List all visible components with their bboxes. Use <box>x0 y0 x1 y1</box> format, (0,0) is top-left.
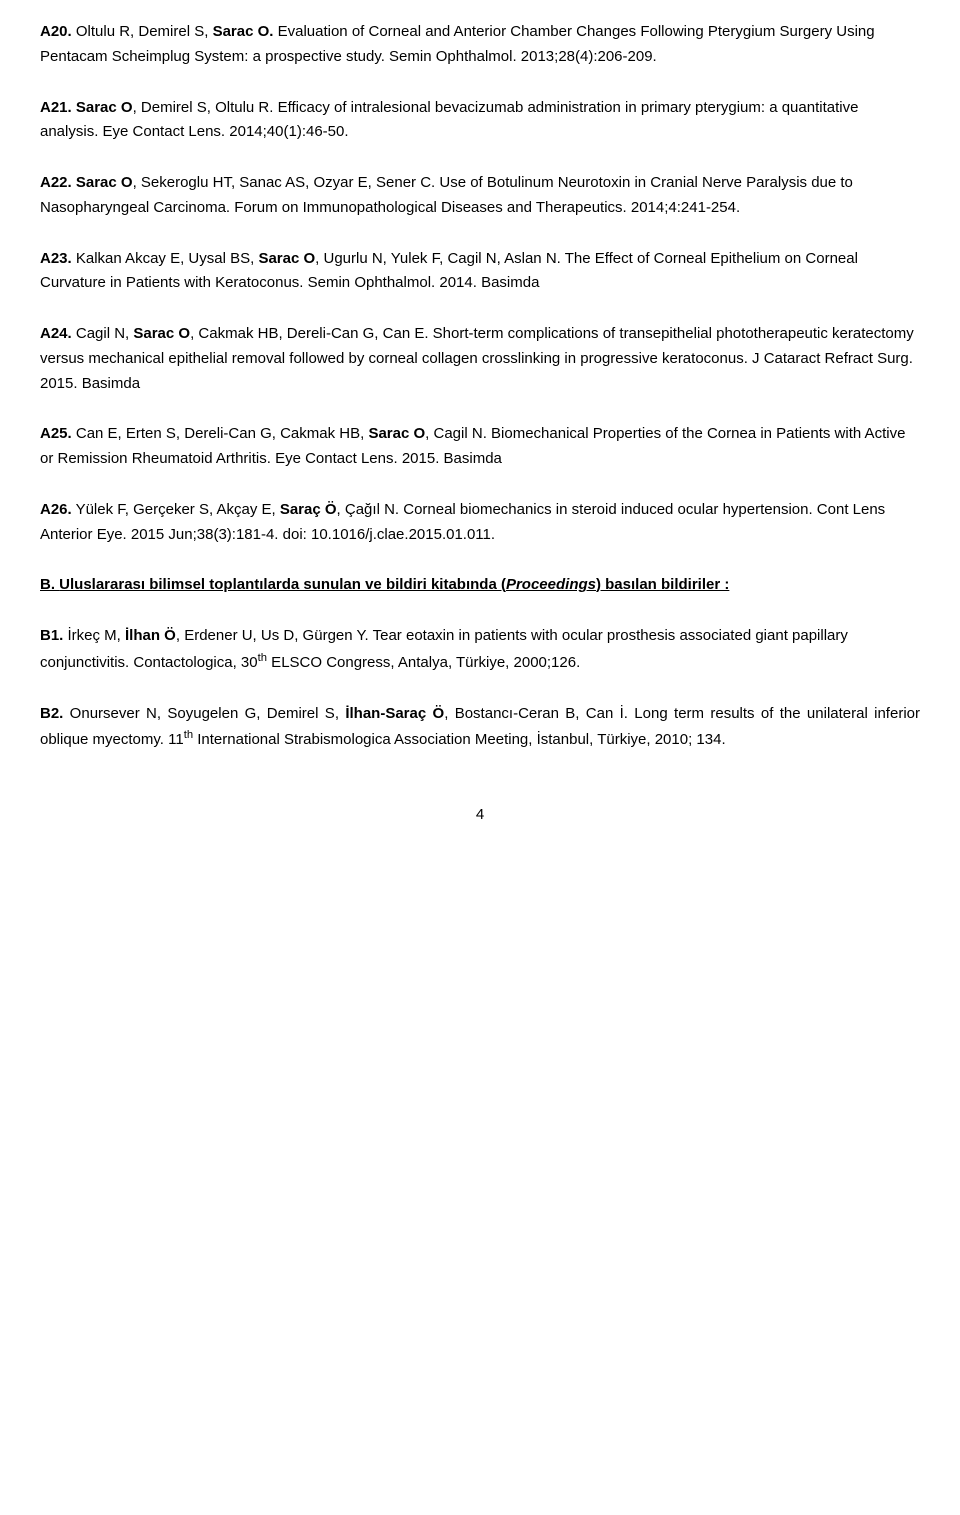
entry-pre: İrkeç M, <box>63 627 125 644</box>
entry-pre: Yülek F, Gerçeker S, Akçay E, <box>72 501 280 518</box>
entry-code: A23. <box>40 250 72 267</box>
entry-code: B2. <box>40 705 63 722</box>
entry-post: International Strabismologica Associatio… <box>193 731 726 748</box>
entry-pre: Cagil N, <box>72 325 134 342</box>
entry-post: ELSCO Congress, Antalya, Türkiye, 2000;1… <box>267 654 580 671</box>
section-title-part1: Uluslararası bilimsel toplantılarda sunu… <box>59 576 506 593</box>
entry-pre: Kalkan Akcay E, Uysal BS, <box>72 250 259 267</box>
entry-authors-pre: Oltulu R, Demirel S, <box>72 23 213 40</box>
entry-bold-author: Saraç Ö <box>280 501 337 518</box>
entry-pre: Can E, Erten S, Dereli-Can G, Cakmak HB, <box>72 425 369 442</box>
entry-code: A25. <box>40 425 72 442</box>
entry-sup: th <box>258 652 267 664</box>
reference-entry: A21. Sarac O, Demirel S, Oltulu R. Effic… <box>40 96 920 146</box>
entry-code: B1. <box>40 627 63 644</box>
entry-code: A26. <box>40 501 72 518</box>
entry-code: A24. <box>40 325 72 342</box>
entry-bold-author: Sarac O <box>72 99 133 116</box>
reference-entry: A22. Sarac O, Sekeroglu HT, Sanac AS, Oz… <box>40 171 920 221</box>
reference-entry: B1. İrkeç M, İlhan Ö, Erdener U, Us D, G… <box>40 624 920 676</box>
entry-code: A20. <box>40 23 72 40</box>
entry-bold-author: Sarac O <box>133 325 190 342</box>
entry-pre: Onursever N, Soyugelen G, Demirel S, <box>63 705 345 722</box>
entry-rest: , Sekeroglu HT, Sanac AS, Ozyar E, Sener… <box>40 174 853 216</box>
entry-bold-author: Sarac O <box>258 250 315 267</box>
page-number: 4 <box>40 803 920 828</box>
reference-entry: A24. Cagil N, Sarac O, Cakmak HB, Dereli… <box>40 322 920 396</box>
entry-sup: th <box>184 729 193 741</box>
entry-bold-author: Sarac O <box>72 174 133 191</box>
entry-bold-author: Sarac O <box>368 425 425 442</box>
section-header: B. Uluslararası bilimsel toplantılarda s… <box>40 573 920 598</box>
reference-entry: B2. Onursever N, Soyugelen G, Demirel S,… <box>40 702 920 754</box>
reference-entry: A25. Can E, Erten S, Dereli-Can G, Cakma… <box>40 422 920 472</box>
section-title-part2: ) basılan bildiriler : <box>596 576 729 593</box>
reference-entry: A20. Oltulu R, Demirel S, Sarac O. Evalu… <box>40 20 920 70</box>
entry-bold-author: Sarac O. <box>213 23 274 40</box>
entry-bold-author: İlhan Ö <box>125 627 176 644</box>
entry-code: A22. <box>40 174 72 191</box>
section-title-italic: Proceedings <box>506 576 596 593</box>
reference-entry: A26. Yülek F, Gerçeker S, Akçay E, Saraç… <box>40 498 920 548</box>
reference-entry: A23. Kalkan Akcay E, Uysal BS, Sarac O, … <box>40 247 920 297</box>
section-prefix: B. <box>40 576 59 593</box>
entry-bold-author: İlhan-Saraç Ö <box>345 705 444 722</box>
entry-code: A21. <box>40 99 72 116</box>
entry-rest: , Demirel S, Oltulu R. Efficacy of intra… <box>40 99 858 141</box>
